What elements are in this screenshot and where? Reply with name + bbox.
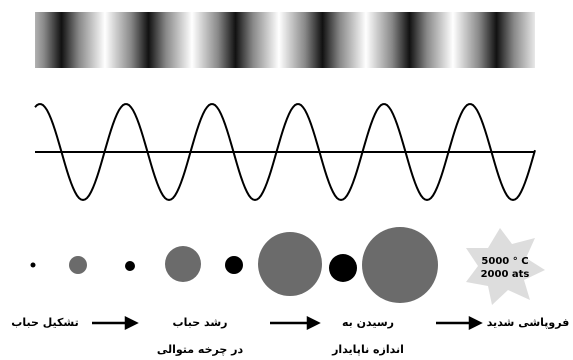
bubble <box>258 232 322 296</box>
stage-label: فروپاشی شدید <box>487 316 570 329</box>
stage-label: رسیدن به <box>342 316 394 329</box>
bubble <box>225 256 243 274</box>
arrows <box>92 318 480 328</box>
stage-label: رشد حباب <box>173 316 228 329</box>
diagram: 5000 ° C 2000 ats تشکیل حباب رشد حباب در… <box>0 0 573 360</box>
arrow-head <box>470 318 480 328</box>
arrow-head <box>126 318 136 328</box>
bubbles <box>31 227 439 303</box>
bubble <box>362 227 438 303</box>
pressure-label: 2000 ats <box>481 269 530 280</box>
stage-label: تشکیل حباب <box>11 316 78 329</box>
bubble <box>31 263 36 268</box>
stage-label: اندازه ناپایدار <box>331 343 404 356</box>
bubble <box>125 261 135 271</box>
stage-label: در چرخه متوالی <box>157 343 244 356</box>
temperature-label: 5000 ° C <box>481 256 528 267</box>
arrow-head <box>308 318 318 328</box>
bubble <box>69 256 87 274</box>
pressure-band <box>35 12 535 68</box>
bubble <box>329 254 357 282</box>
bubble <box>165 246 201 282</box>
